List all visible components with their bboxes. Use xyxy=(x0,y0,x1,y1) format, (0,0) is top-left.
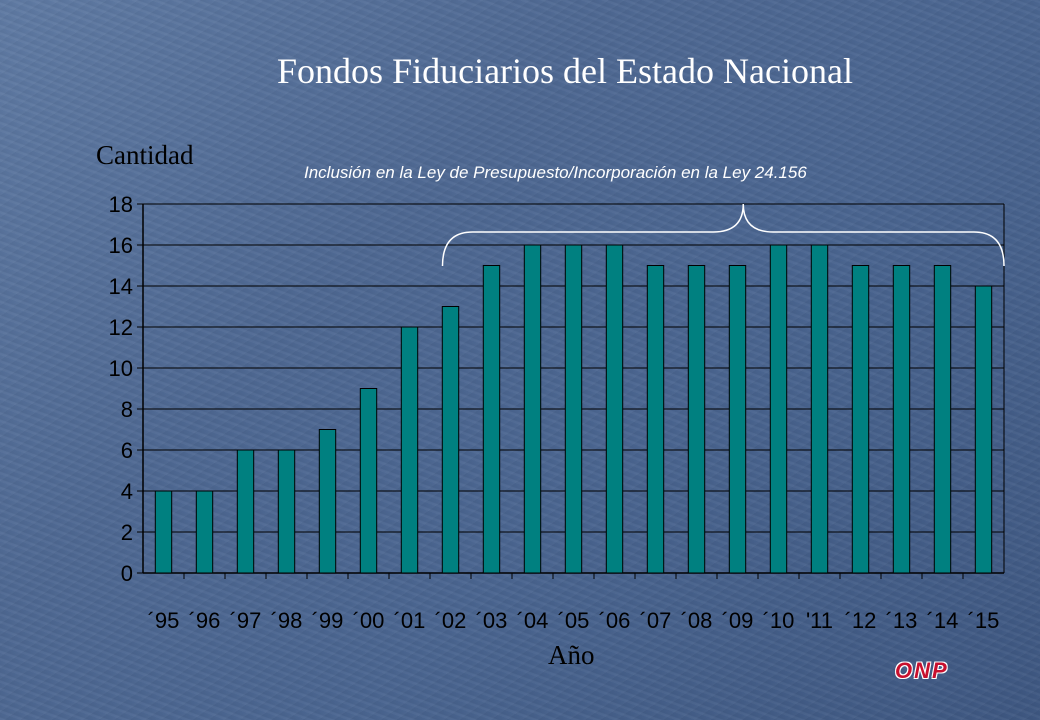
x-tick-label: ´97 xyxy=(230,608,262,633)
x-tick-label: ´09 xyxy=(722,608,754,633)
page-title: Fondos Fiduciarios del Estado Nacional xyxy=(277,51,853,91)
x-tick-label: ´98 xyxy=(271,608,303,633)
bar-02 xyxy=(441,306,460,574)
bar-96 xyxy=(195,490,214,574)
x-tick-label: ´04 xyxy=(517,608,549,633)
x-tick-label: ´12 xyxy=(845,608,877,633)
x-tick-label: ´03 xyxy=(476,608,508,633)
x-tick-label: ´02 xyxy=(435,608,467,633)
chart-annotation: Inclusión en la Ley de Presupuesto/Incor… xyxy=(304,163,807,182)
x-tick-label: ´07 xyxy=(640,608,672,633)
y-tick-label: 16 xyxy=(109,233,133,258)
bar-06 xyxy=(605,244,624,574)
bar-09 xyxy=(728,265,747,574)
bar-10 xyxy=(769,244,788,574)
x-tick-label: ´01 xyxy=(394,608,426,633)
bar-12 xyxy=(851,265,870,574)
bar-14 xyxy=(933,265,952,574)
y-tick-label: 8 xyxy=(121,397,133,422)
x-tick-label: ´00 xyxy=(353,608,385,633)
x-tick-label: ´05 xyxy=(558,608,590,633)
y-tick-label: 6 xyxy=(121,438,133,463)
x-tick-label: ´14 xyxy=(927,608,959,633)
bar-05 xyxy=(564,244,583,574)
y-tick-label: 0 xyxy=(121,561,133,586)
x-tick-label: ´13 xyxy=(886,608,918,633)
x-tick-label: ´15 xyxy=(968,608,1000,633)
bar-13 xyxy=(892,265,911,574)
y-tick-label: 12 xyxy=(109,315,133,340)
bar-95 xyxy=(154,490,173,574)
x-axis-label: Año xyxy=(548,640,595,670)
y-tick-label: 14 xyxy=(109,274,133,299)
annotation-brace xyxy=(441,203,1005,267)
bar-97 xyxy=(236,449,255,574)
bar-04 xyxy=(523,244,542,574)
y-tick-label: 10 xyxy=(109,356,133,381)
y-tick-label: 2 xyxy=(121,520,133,545)
bar-01 xyxy=(400,326,419,574)
y-tick-label: 4 xyxy=(121,479,133,504)
y-axis-label: Cantidad xyxy=(96,140,194,170)
x-tick-label: ´08 xyxy=(681,608,713,633)
y-tick-label: 18 xyxy=(109,192,133,217)
x-tick-label: ´10 xyxy=(763,608,795,633)
x-tick-label: ´96 xyxy=(189,608,221,633)
onp-logo: ONP xyxy=(895,658,949,683)
bar-00 xyxy=(359,388,378,574)
x-tick-label: ´95 xyxy=(148,608,180,633)
x-tick-label: ´99 xyxy=(312,608,344,633)
x-tick-label: ´06 xyxy=(599,608,631,633)
bar-98 xyxy=(277,449,296,574)
bar-08 xyxy=(687,265,706,574)
x-tick-label: '11 xyxy=(806,608,833,633)
bar-99 xyxy=(318,429,337,574)
bar-11 xyxy=(810,244,829,574)
bar-03 xyxy=(482,265,501,574)
bar-07 xyxy=(646,265,665,574)
bar-15 xyxy=(974,285,993,574)
